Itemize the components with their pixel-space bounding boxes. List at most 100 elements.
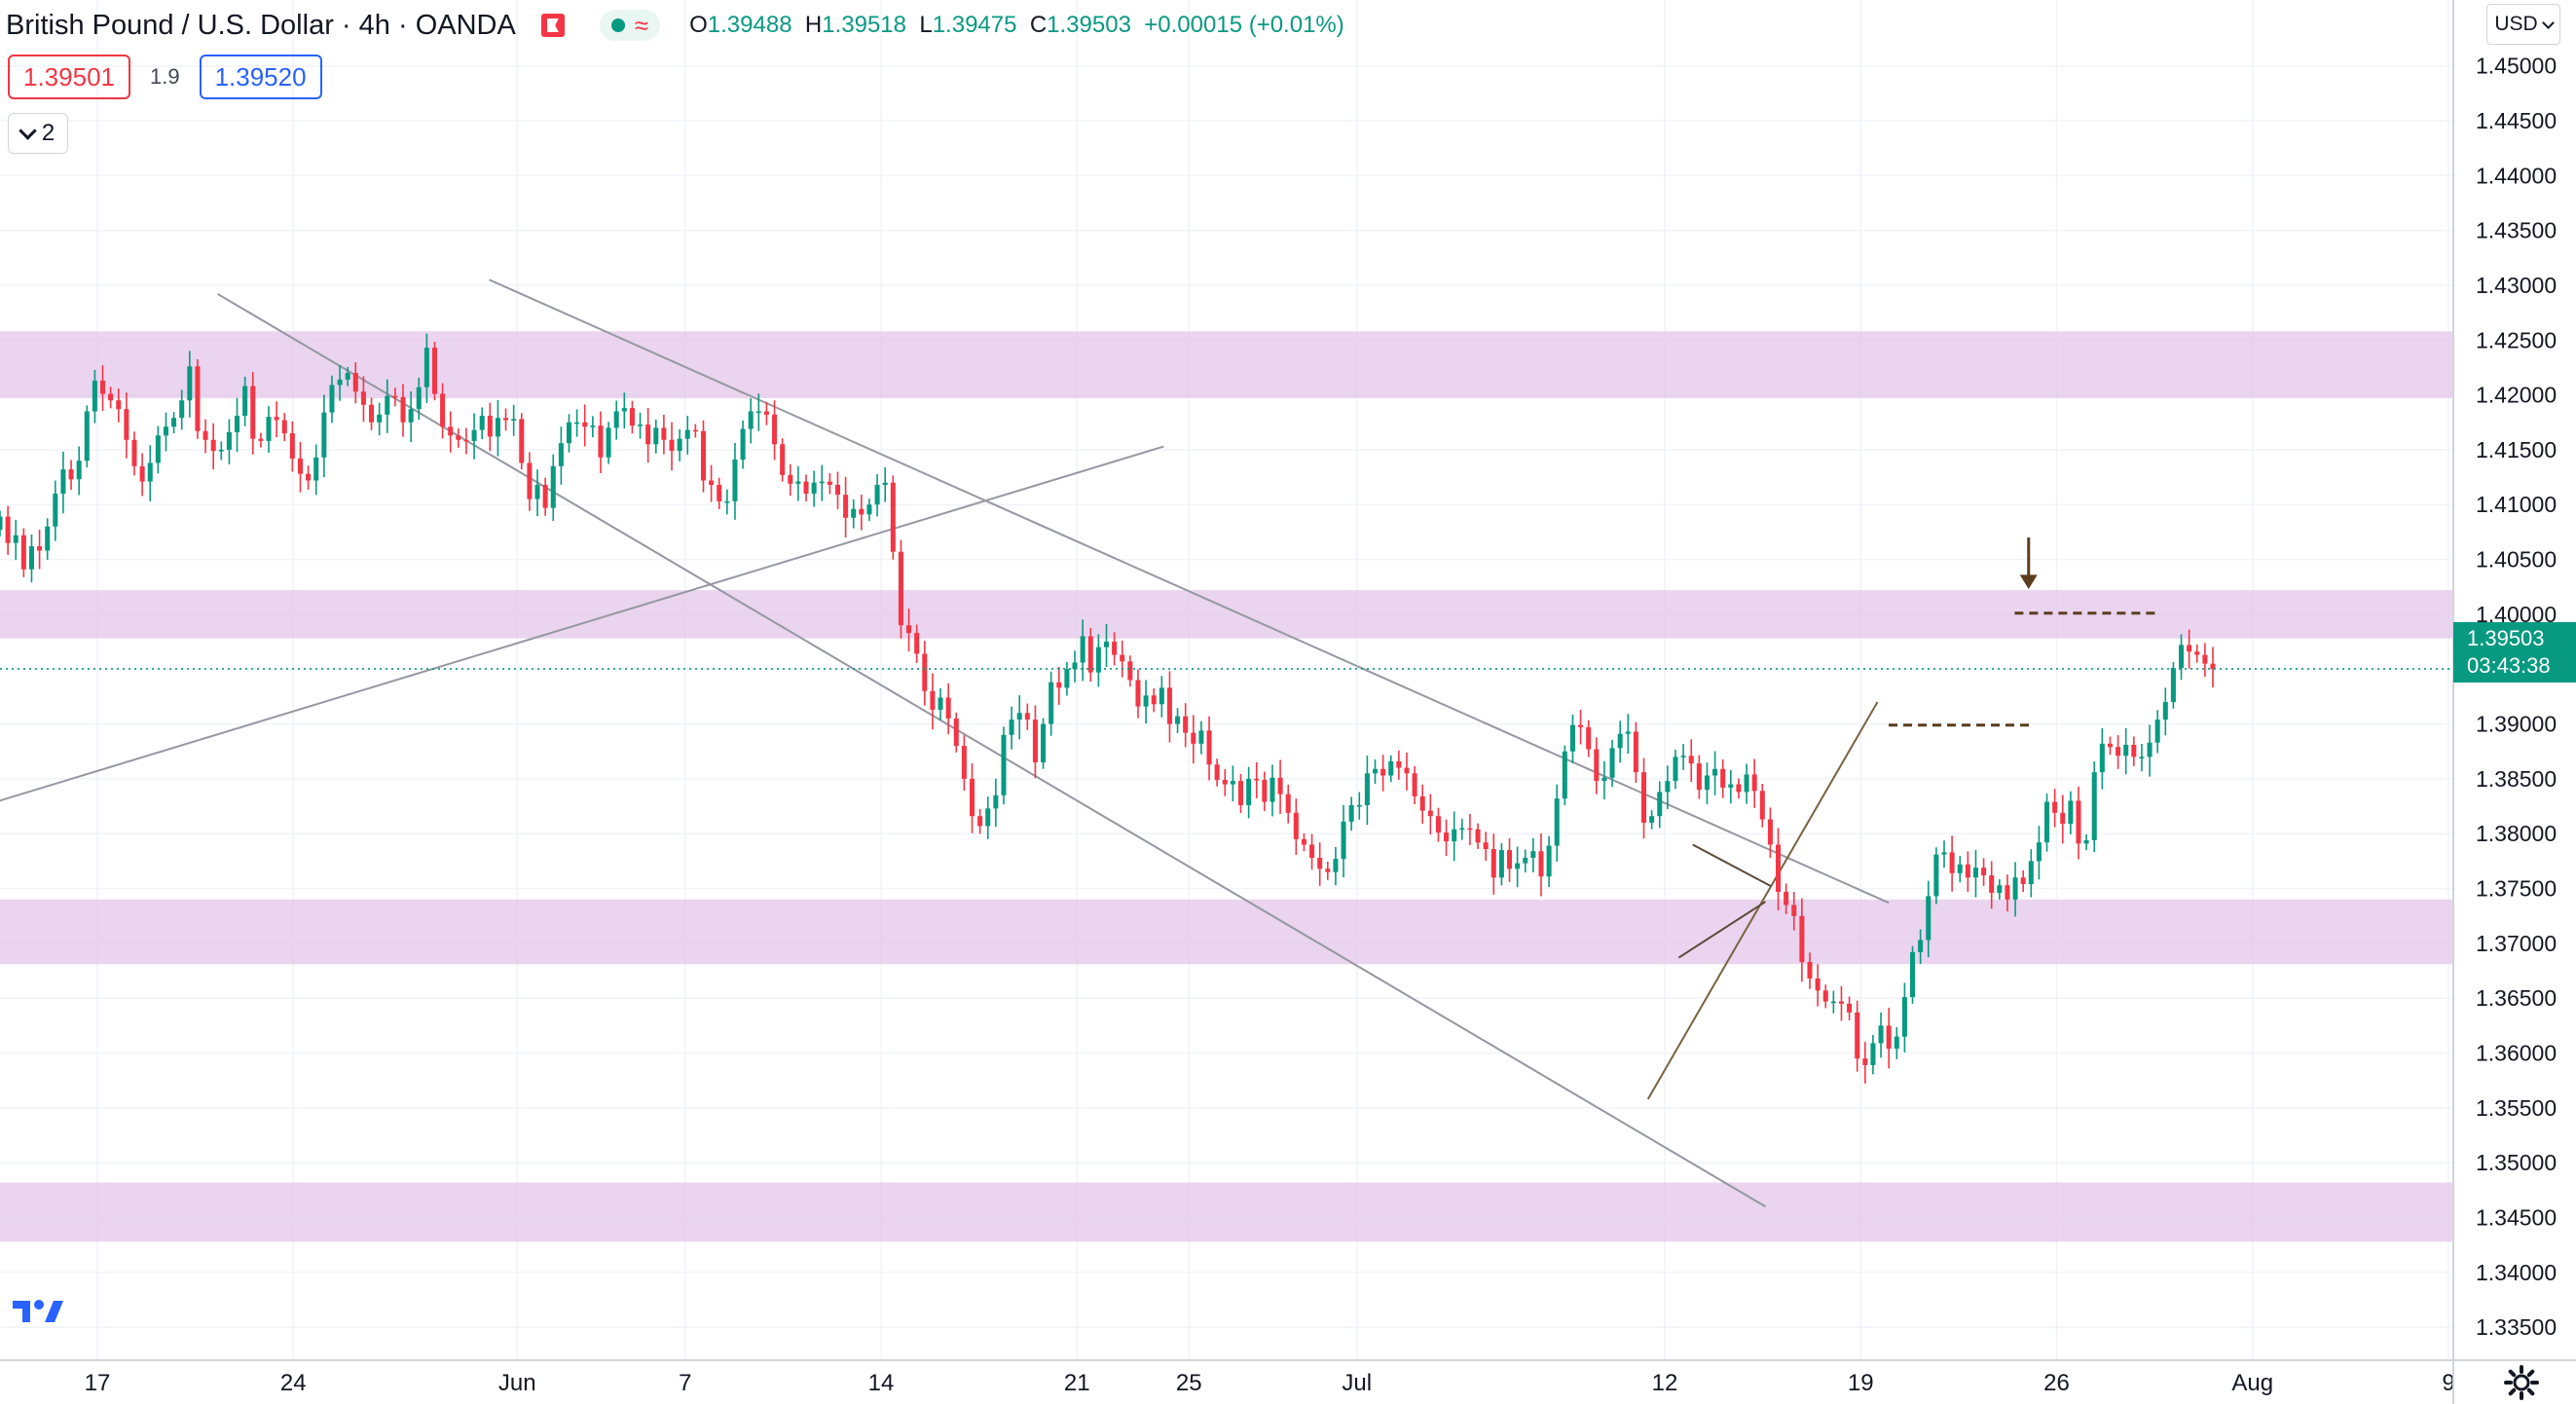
candle-body bbox=[242, 386, 248, 416]
candle-body bbox=[542, 484, 548, 508]
ascending-support-line bbox=[1646, 701, 1879, 1100]
candle-body bbox=[329, 385, 335, 413]
candle-body bbox=[1791, 905, 1797, 916]
candle-body bbox=[1024, 713, 1030, 720]
open-label: O bbox=[689, 12, 708, 38]
candle-body bbox=[258, 438, 264, 441]
price-tick-label: 1.37500 bbox=[2476, 876, 2557, 902]
candle-body bbox=[1452, 829, 1457, 842]
candle-body bbox=[1032, 720, 1038, 762]
candle-body bbox=[1435, 816, 1441, 833]
candle-body bbox=[116, 400, 122, 410]
currency-select[interactable]: USD bbox=[2486, 4, 2560, 45]
candle-body bbox=[60, 469, 66, 494]
candle-body bbox=[1751, 774, 1757, 792]
candle-body bbox=[1918, 940, 1924, 952]
candle-body bbox=[2020, 877, 2026, 885]
price-tick-label: 1.44500 bbox=[2476, 108, 2557, 133]
pennant-lower-line bbox=[1677, 901, 1767, 959]
candle-body bbox=[226, 431, 232, 450]
price-tick-label: 1.41500 bbox=[2476, 437, 2557, 462]
candle-body bbox=[732, 460, 738, 501]
candle-body bbox=[1135, 680, 1141, 707]
candle-body bbox=[100, 380, 106, 394]
candle-body bbox=[1285, 794, 1291, 813]
market-status-pill[interactable]: ≈ bbox=[599, 10, 661, 41]
candle-body bbox=[851, 508, 857, 518]
candle-body bbox=[898, 551, 903, 626]
buy-button[interactable]: 1.39520 bbox=[199, 55, 322, 99]
candle-body bbox=[2028, 861, 2034, 885]
time-tick-label: 25 bbox=[1176, 1370, 1202, 1396]
candle-body bbox=[1254, 778, 1260, 781]
candle-body bbox=[1562, 751, 1567, 799]
candle-body bbox=[922, 653, 928, 691]
candle-body bbox=[28, 546, 34, 570]
sell-button[interactable]: 1.39501 bbox=[8, 55, 130, 99]
candle-body bbox=[2107, 743, 2113, 748]
candle-body bbox=[471, 429, 477, 441]
candle-body bbox=[1120, 654, 1125, 662]
candle-body bbox=[68, 469, 74, 480]
chevron-down-icon bbox=[2541, 16, 2555, 29]
candle-body bbox=[582, 422, 588, 427]
candle-body bbox=[1530, 851, 1536, 859]
candle-body bbox=[1467, 828, 1473, 831]
candle-body bbox=[2005, 885, 2010, 900]
price-tick-label: 1.40500 bbox=[2476, 547, 2557, 573]
symbol-title[interactable]: British Pound / U.S. Dollar · 4h · OANDA bbox=[6, 10, 516, 42]
candle-body bbox=[1016, 713, 1022, 720]
time-tick-label: 24 bbox=[280, 1370, 307, 1396]
candle-body bbox=[2068, 800, 2074, 825]
candle-body bbox=[1957, 864, 1963, 873]
candle-body bbox=[1293, 812, 1299, 839]
candle-body bbox=[1214, 764, 1220, 781]
candle-body bbox=[155, 435, 161, 463]
candle-body bbox=[13, 535, 18, 543]
indicators-toggle-button[interactable]: 2 bbox=[8, 113, 68, 154]
settings-gear-icon[interactable] bbox=[2502, 1363, 2541, 1402]
candle-body bbox=[1949, 852, 1955, 873]
candle-body bbox=[1776, 844, 1782, 892]
candle-body bbox=[1064, 669, 1070, 688]
candle-body bbox=[1191, 732, 1196, 744]
candle-body bbox=[1941, 852, 1947, 855]
candle-body bbox=[1554, 798, 1560, 846]
candle-body bbox=[377, 414, 383, 423]
candle-body bbox=[1206, 730, 1212, 765]
candle-body bbox=[1830, 1001, 1836, 1004]
candle-body bbox=[772, 414, 778, 445]
candle-body bbox=[1262, 780, 1268, 802]
candle-body bbox=[1855, 1012, 1860, 1059]
candle-body bbox=[1704, 775, 1710, 791]
currency-label: USD bbox=[2494, 13, 2538, 35]
candle-body bbox=[2170, 668, 2176, 703]
candle-body bbox=[400, 396, 406, 423]
candle-body bbox=[1625, 731, 1631, 734]
candle-body bbox=[1601, 777, 1607, 782]
candle-body bbox=[1736, 784, 1742, 793]
flag-icon[interactable] bbox=[540, 14, 565, 37]
price-tick-label: 1.37000 bbox=[2476, 931, 2557, 956]
support-resistance-zones bbox=[0, 331, 2453, 1242]
candle-body bbox=[1309, 844, 1315, 859]
grid bbox=[0, 0, 2453, 1360]
price-tick-label: 1.43500 bbox=[2476, 218, 2557, 243]
candle-body bbox=[2147, 742, 2153, 757]
candle-body bbox=[1166, 687, 1172, 724]
candle-body bbox=[1396, 760, 1402, 768]
pennant-upper-line bbox=[1692, 843, 1772, 888]
candle-body bbox=[1095, 647, 1101, 673]
candle-body bbox=[2116, 747, 2121, 757]
price-tick-label: 1.42500 bbox=[2476, 327, 2557, 352]
tradingview-logo-icon[interactable] bbox=[12, 1291, 64, 1332]
candle-body bbox=[590, 425, 596, 427]
candle-body bbox=[2044, 801, 2050, 843]
candle-body bbox=[985, 808, 991, 827]
candle-body bbox=[2123, 744, 2129, 757]
candle-body bbox=[487, 415, 493, 437]
candle-body bbox=[1270, 777, 1275, 802]
candle-body bbox=[1483, 842, 1489, 849]
